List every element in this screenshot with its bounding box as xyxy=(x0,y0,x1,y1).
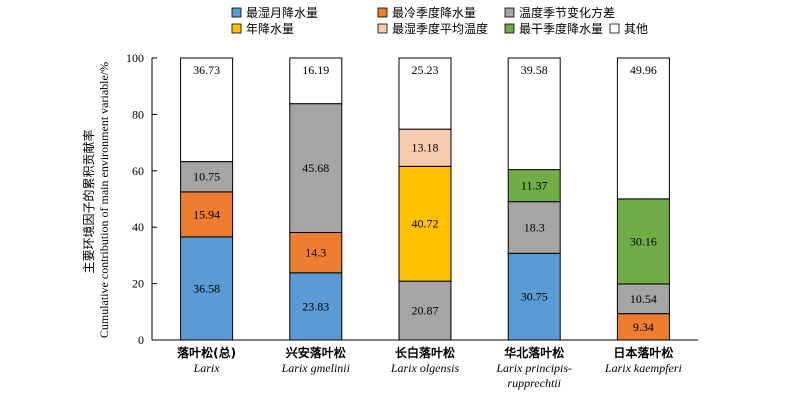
bar-segment xyxy=(616,198,670,285)
legend-item: 其他 xyxy=(609,22,648,36)
category-label: 落叶松(总) xyxy=(177,345,236,360)
legend-label: 最湿季度平均温度 xyxy=(392,21,488,36)
y-axis-label-cn: 主要环境因子的累积贡献率 xyxy=(81,129,96,273)
data-label: 49.96 xyxy=(630,63,657,77)
legend-item: 年降水量 xyxy=(231,22,294,36)
legend-label: 温度季节变化方差 xyxy=(519,5,615,20)
category-label: 华北落叶松 xyxy=(504,345,564,360)
y-tick-label: 100 xyxy=(126,51,144,65)
bar-stack: 36.58 15.94 10.75 36.73 xyxy=(180,57,234,341)
data-label: 36.58 xyxy=(193,281,220,295)
bar-segment xyxy=(398,57,452,130)
legend-item: 最湿季度平均温度 xyxy=(377,21,488,36)
category-label: 日本落叶松 xyxy=(613,345,673,360)
data-label: 11.37 xyxy=(521,179,548,193)
category-label: 长白落叶松 xyxy=(395,345,455,360)
bar-stack: 30.75 18.3 11.37 39.58 xyxy=(507,57,561,341)
data-label: 10.75 xyxy=(193,170,220,184)
bar-segment xyxy=(616,313,670,341)
bar-segment xyxy=(180,161,234,193)
y-tick-label: 60 xyxy=(132,164,144,178)
legend-item: 最湿月降水量 xyxy=(231,5,318,20)
y-tick-label: 40 xyxy=(132,220,144,234)
legend-label: 最冷季度降水量 xyxy=(392,5,476,20)
data-label: 45.68 xyxy=(302,161,329,175)
bar-segment xyxy=(289,103,343,233)
legend-item: 最干季度降水量 xyxy=(504,21,603,36)
legend-item: 温度季节变化方差 xyxy=(504,5,615,20)
y-axis-label-en: Cumulative contribution of main environm… xyxy=(97,62,111,338)
y-tick-label: 0 xyxy=(138,333,144,347)
data-label: 39.58 xyxy=(521,63,548,77)
y-tick-label: 20 xyxy=(132,277,144,291)
legend-swatch xyxy=(231,23,242,34)
bar-segment xyxy=(616,57,670,200)
bar-segment xyxy=(507,169,561,203)
legend-swatch xyxy=(504,23,515,34)
y-axis-label: 主要环境因子的累积贡献率 Cumulative contribution of … xyxy=(81,62,111,338)
data-label: 14.3 xyxy=(305,246,326,260)
legend-label: 最湿月降水量 xyxy=(246,5,318,20)
category-scientific-name: Larix principis- xyxy=(495,361,572,375)
category-scientific-name: Larix xyxy=(193,361,221,375)
legend-swatch xyxy=(231,7,242,18)
data-label: 13.18 xyxy=(412,141,439,155)
bar-segment xyxy=(507,57,561,171)
legend-label: 最干季度降水量 xyxy=(519,21,603,36)
data-label: 18.3 xyxy=(524,220,545,234)
bars: 36.5815.9410.7536.7323.8314.345.6816.192… xyxy=(180,57,670,341)
bar-segment xyxy=(507,252,561,341)
data-label: 30.75 xyxy=(521,290,548,304)
bar-segment xyxy=(289,272,343,341)
legend-swatch xyxy=(504,7,515,18)
data-label: 23.83 xyxy=(302,299,329,313)
bar-segment xyxy=(398,165,452,282)
category-scientific-name: Larix olgensis xyxy=(390,361,460,375)
y-axis: 0 20 40 60 80 100 xyxy=(126,51,157,347)
bar-stack: 23.83 14.3 45.68 16.19 xyxy=(289,57,343,341)
legend-label: 年降水量 xyxy=(246,22,294,36)
bar-segment xyxy=(398,128,452,167)
category-scientific-name: rupprechtii xyxy=(507,376,561,390)
bar-segment xyxy=(289,231,343,274)
bar-segment xyxy=(507,201,561,254)
y-tick-label: 80 xyxy=(132,107,144,121)
bar-segment xyxy=(289,57,343,105)
bar-stack: 9.34 10.54 30.16 49.96 xyxy=(616,57,670,341)
data-label: 10.54 xyxy=(630,292,657,306)
data-label: 30.16 xyxy=(630,234,657,248)
bar-segment xyxy=(180,191,234,238)
legend-swatch xyxy=(609,23,620,34)
data-label: 20.87 xyxy=(412,304,439,318)
data-label: 16.19 xyxy=(302,63,329,77)
legend-item: 最冷季度降水量 xyxy=(377,5,476,20)
legend-swatch xyxy=(377,23,388,34)
bar-segment xyxy=(616,283,670,315)
category-scientific-name: Larix gmelinii xyxy=(281,361,350,375)
bar-stack: 20.87 40.72 13.18 25.23 xyxy=(398,57,452,341)
category-label: 兴安落叶松 xyxy=(286,345,346,360)
legend-swatch xyxy=(377,7,388,18)
bar-segment xyxy=(180,57,234,163)
data-label: 9.34 xyxy=(633,320,654,334)
legend-label: 其他 xyxy=(624,22,648,36)
data-label: 25.23 xyxy=(412,63,439,77)
data-label: 40.72 xyxy=(412,217,439,231)
data-label: 36.73 xyxy=(193,63,220,77)
data-label: 15.94 xyxy=(193,207,220,221)
category-scientific-name: Larix kaempferi xyxy=(604,361,682,375)
